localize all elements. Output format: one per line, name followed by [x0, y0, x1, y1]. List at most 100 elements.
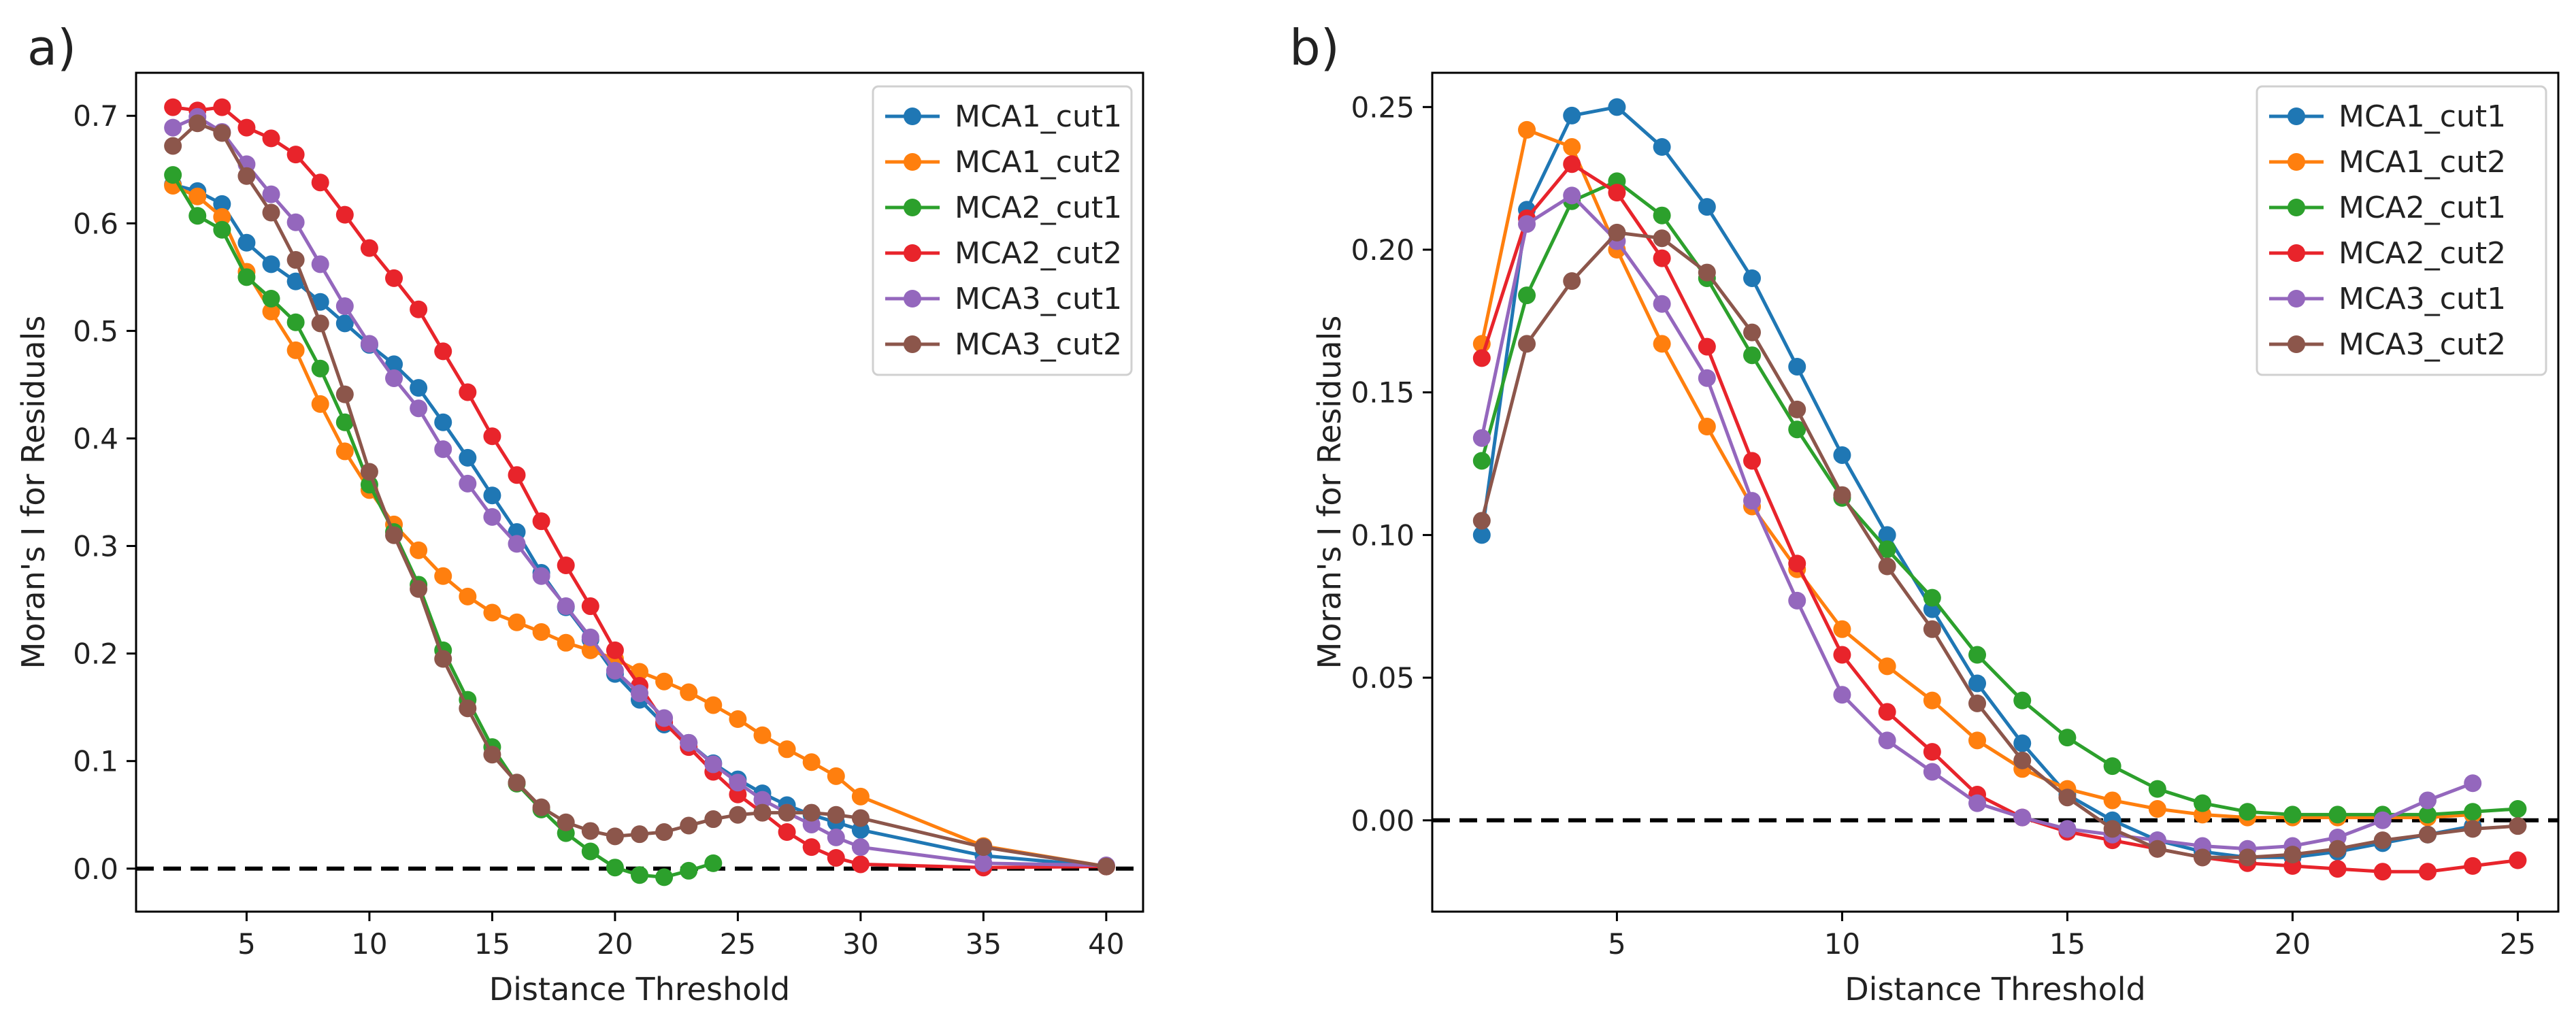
data-point — [1833, 486, 1851, 504]
data-point — [459, 587, 477, 605]
data-point — [311, 173, 329, 192]
data-point — [2373, 831, 2392, 850]
data-point — [1698, 337, 1716, 356]
data-point — [1518, 335, 1536, 353]
data-point — [1472, 429, 1491, 447]
data-point — [704, 755, 723, 774]
data-point — [606, 827, 624, 846]
data-point — [851, 838, 870, 857]
data-point — [631, 866, 648, 884]
data-point — [2013, 751, 2032, 769]
legend-item: MCA2_cut2 — [885, 236, 1122, 271]
data-point — [434, 342, 452, 361]
data-point — [164, 98, 182, 116]
data-point — [188, 207, 207, 225]
data-point — [385, 269, 403, 287]
data-point — [2419, 863, 2437, 881]
data-point — [680, 816, 698, 835]
data-point — [1653, 138, 1671, 156]
data-point — [1698, 198, 1716, 216]
data-point — [2103, 820, 2121, 838]
x-axis-title: Distance Threshold — [489, 971, 790, 1008]
data-point — [631, 663, 648, 681]
data-point — [385, 355, 403, 373]
data-point — [1968, 646, 1987, 664]
data-point — [851, 787, 870, 806]
data-point — [2328, 860, 2347, 878]
x-tick-label: 5 — [1608, 927, 1626, 961]
data-point — [1743, 492, 1762, 510]
data-point — [2464, 857, 2482, 875]
data-point — [1653, 206, 1671, 225]
data-point — [1923, 588, 1941, 607]
data-point — [655, 823, 674, 842]
data-point — [557, 813, 575, 831]
data-point — [1472, 349, 1491, 367]
legend-marker — [904, 199, 921, 216]
data-point — [729, 710, 747, 729]
legend-marker — [2288, 290, 2305, 308]
data-point — [778, 803, 796, 822]
data-point — [1968, 794, 1987, 812]
data-point — [827, 806, 845, 824]
plot-frame — [135, 71, 1144, 913]
data-point — [483, 746, 501, 764]
data-point — [1608, 223, 1626, 242]
data-point — [753, 791, 772, 809]
legend-label: MCA1_cut1 — [2339, 99, 2506, 134]
data-point — [434, 413, 452, 431]
data-point — [2148, 840, 2166, 858]
data-point — [2194, 794, 2212, 812]
y-tick-label: 0.1 — [73, 745, 118, 778]
x-tick-label: 10 — [351, 927, 387, 961]
data-point — [1743, 323, 1762, 342]
data-point — [581, 842, 599, 861]
data-point — [974, 838, 993, 857]
x-tick-label: 15 — [474, 927, 510, 961]
data-point — [1608, 184, 1626, 202]
legend-item: MCA2_cut2 — [2269, 236, 2506, 271]
y-tick-label: 0.5 — [73, 314, 118, 348]
data-point — [581, 822, 599, 840]
data-point — [410, 399, 428, 418]
data-point — [1968, 674, 1987, 693]
data-point — [164, 137, 182, 155]
legend-marker — [2288, 244, 2305, 262]
data-point — [1097, 857, 1115, 876]
data-point — [1788, 400, 1806, 418]
data-point — [434, 650, 452, 668]
data-point — [459, 699, 477, 718]
data-point — [335, 413, 354, 431]
legend-marker — [904, 244, 921, 262]
legend: MCA1_cut1 MCA1_cut2 MCA2_cut1 MCA2_cut2 MCA3… — [2256, 85, 2547, 376]
legend-item: MCA3_cut2 — [2269, 327, 2506, 362]
y-axis-title: Moran's I for Residuals — [1311, 316, 1348, 669]
legend-item: MCA1_cut2 — [2269, 145, 2506, 180]
legend-label: MCA3_cut2 — [955, 327, 1122, 362]
data-point — [335, 442, 354, 461]
data-point — [508, 774, 526, 792]
data-point — [729, 774, 747, 792]
data-point — [606, 661, 624, 680]
data-point — [532, 798, 550, 816]
data-point — [237, 268, 256, 286]
y-tick-label: 0.7 — [73, 99, 118, 133]
data-point — [532, 512, 550, 531]
legend-item: MCA2_cut1 — [2269, 190, 2506, 225]
data-point — [410, 580, 428, 598]
data-point — [1563, 272, 1581, 290]
data-point — [655, 868, 674, 886]
data-point — [483, 486, 501, 505]
y-tick-label: 0.15 — [1351, 376, 1415, 410]
data-point — [2509, 817, 2527, 835]
data-point — [434, 567, 452, 585]
data-point — [213, 207, 231, 226]
data-point — [802, 753, 821, 771]
data-point — [827, 767, 845, 785]
x-tick-label: 20 — [2275, 927, 2311, 961]
data-point — [1923, 743, 1941, 761]
series-MCA3_cut2 — [164, 114, 1115, 876]
data-point — [680, 861, 698, 880]
